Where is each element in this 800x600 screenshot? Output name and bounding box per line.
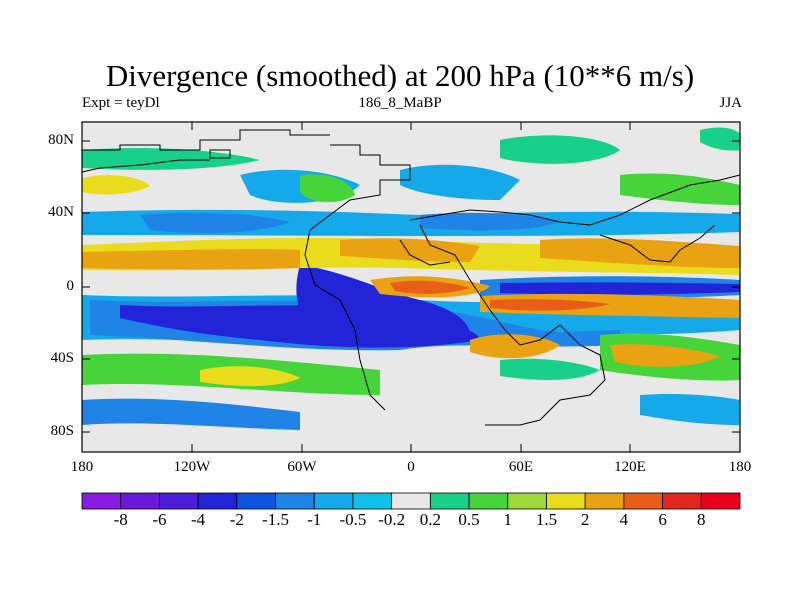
colorbar-swatch [584, 492, 625, 510]
colorbar-swatch [275, 492, 315, 510]
colorbar-tick-label: 0.2 [419, 510, 441, 529]
colorbar [81, 492, 741, 510]
colorbar-tick-label: 2 [580, 510, 590, 529]
colorbar-tick-label: 4 [619, 510, 629, 529]
lat-label-80n: 80N [48, 132, 74, 148]
colorbar-swatch [236, 492, 276, 510]
lon-label-0: 0 [407, 459, 415, 475]
lon-label-120w: 120W [173, 459, 211, 475]
colorbar-swatch [700, 492, 741, 510]
map-panel [81, 121, 741, 453]
lat-label-40s: 40S [50, 350, 74, 366]
colorbar-swatch [81, 492, 122, 510]
lon-label-180w: 180 [70, 459, 94, 475]
run-label: 186_8_MaBP [358, 95, 442, 111]
colorbar-tick-label: 6 [658, 510, 667, 529]
colorbar-tick-label: -2 [229, 510, 244, 529]
colorbar-swatch [546, 492, 586, 510]
lat-label-0: 0 [66, 278, 75, 294]
colorbar-tick-label: 1.5 [535, 510, 558, 529]
lat-label-40n: 40N [48, 204, 74, 220]
axis-ticks [82, 122, 740, 452]
colorbar-swatch [429, 492, 470, 510]
plot-title: Divergence (smoothed) at 200 hPa (10**6 … [105, 58, 695, 93]
colorbar-swatch [662, 492, 702, 510]
colorbar-tick-label: 0.5 [458, 510, 480, 529]
lon-label-60w: 60W [287, 459, 317, 475]
colorbar-tick-label: 8 [697, 510, 706, 529]
colorbar-swatch [197, 492, 238, 510]
colorbar-tick-label: -0.2 [378, 510, 406, 529]
colorbar-tick-label: -1.5 [262, 510, 289, 529]
experiment-label: Expt = teyDl [82, 95, 160, 111]
colorbar-swatch [468, 492, 509, 510]
colorbar-tick-label: 1 [503, 510, 513, 529]
lon-label-60e: 60E [508, 459, 534, 475]
colorbar-swatch [623, 492, 663, 510]
coastlines [82, 129, 740, 426]
colorbar-tick-label: -0.5 [339, 510, 367, 529]
colorbar-tick-label: -6 [152, 510, 167, 529]
colorbar-tick-label: -4 [191, 510, 206, 529]
colorbar-swatch [159, 492, 199, 510]
lon-label-120e: 120E [614, 459, 646, 475]
colorbar-swatch [120, 492, 160, 510]
colorbar-swatch [352, 492, 393, 510]
lon-label-180e: 180 [728, 459, 752, 475]
season-label: JJA [719, 95, 742, 111]
colorbar-tick-label: -8 [113, 510, 128, 529]
colorbar-swatch [391, 492, 431, 510]
colorbar-swatch [507, 492, 547, 510]
lat-label-80s: 80S [50, 423, 74, 439]
colorbar-tick-label: -1 [307, 510, 322, 529]
colorbar-swatch [313, 492, 354, 510]
